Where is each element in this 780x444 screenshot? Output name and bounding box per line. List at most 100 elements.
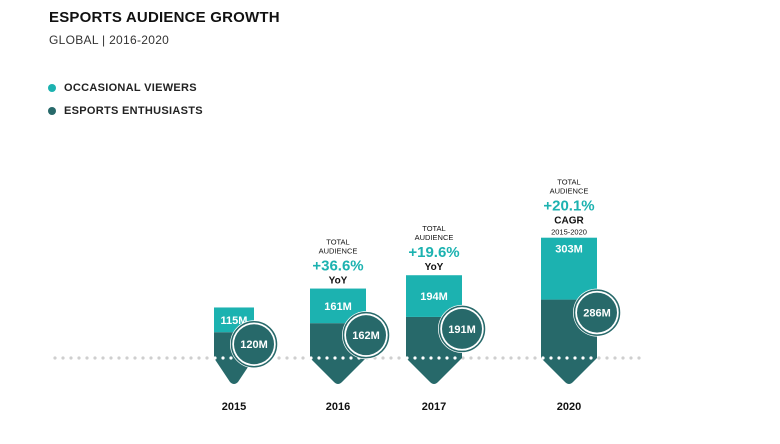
baseline-dot <box>109 356 113 360</box>
legend-swatch-occasional <box>48 83 56 92</box>
badge-2016 <box>346 315 386 356</box>
annotation-period-2020: 2015-2020 <box>551 228 587 237</box>
baseline-dot-on-bar <box>325 356 329 360</box>
badge-ring-2016 <box>342 311 390 359</box>
baseline-dot-on-bar <box>349 356 353 360</box>
legend-label-enthusiasts: ESPORTS ENTHUSIASTS <box>64 104 203 117</box>
baseline-dot-on-bar <box>333 356 337 360</box>
baseline-dot <box>613 356 617 360</box>
baseline-dot <box>477 356 481 360</box>
annotation-line2-2017: AUDIENCE <box>415 233 454 242</box>
x-tick-2017: 2017 <box>422 401 446 413</box>
baseline-dot <box>165 356 169 360</box>
baseline-dot <box>125 356 129 360</box>
baseline-dot <box>173 356 177 360</box>
baseline-dot <box>469 356 473 360</box>
badge-2020 <box>577 292 617 333</box>
baseline-dot <box>117 356 121 360</box>
annotation-line1-2020: TOTAL <box>557 178 580 187</box>
baseline-dot <box>141 356 145 360</box>
legend-item-enthusiasts: ESPORTS ENTHUSIASTS <box>48 99 203 122</box>
baseline-dot <box>101 356 105 360</box>
baseline-dot <box>637 356 641 360</box>
baseline-dot-on-bar <box>309 356 313 360</box>
baseline-dot <box>181 356 185 360</box>
baseline-dot-on-bar <box>557 356 561 360</box>
baseline-dot <box>629 356 633 360</box>
baseline-dot <box>509 356 513 360</box>
chart-subtitle: GLOBAL | 2016-2020 <box>49 33 170 47</box>
baseline-dot <box>277 356 281 360</box>
baseline-dot-on-bar <box>421 356 425 360</box>
baseline-dot <box>389 356 393 360</box>
baseline-dot <box>493 356 497 360</box>
baseline-dot <box>133 356 137 360</box>
bar-occasional-2020 <box>541 237 597 300</box>
bar-label-occasional-2020: 303M <box>555 244 583 256</box>
legend: OCCASIONAL VIEWERS ESPORTS ENTHUSIASTS <box>48 76 203 122</box>
legend-swatch-enthusiasts <box>48 106 56 115</box>
baseline-dot-on-bar <box>437 356 441 360</box>
baseline-dot <box>197 356 201 360</box>
bar-label-enthusiasts-2015: 120M <box>240 339 268 351</box>
badge-ring-2015 <box>230 320 278 368</box>
baseline-dot <box>381 356 385 360</box>
annotation-value-2017: +19.6% <box>408 244 459 261</box>
baseline-dot-on-bar <box>549 356 553 360</box>
baseline-dot <box>461 356 465 360</box>
baseline-dot-on-bar <box>445 356 449 360</box>
baseline-dot-on-bar <box>565 356 569 360</box>
baseline-dot <box>69 356 73 360</box>
x-tick-2016: 2016 <box>326 401 350 413</box>
baseline-dot <box>53 356 57 360</box>
baseline-dot <box>525 356 529 360</box>
annotation-line1-2016: TOTAL <box>326 238 349 247</box>
baseline-dot <box>85 356 89 360</box>
baseline-dot <box>621 356 625 360</box>
baseline-dot-on-bar <box>213 356 217 360</box>
legend-label-occasional: OCCASIONAL VIEWERS <box>64 81 197 94</box>
annotation-line1-2017: TOTAL <box>422 224 445 233</box>
bar-label-enthusiasts-2017: 191M <box>448 324 476 336</box>
bar-label-occasional-2016: 161M <box>324 301 352 313</box>
baseline-dot <box>285 356 289 360</box>
baseline-dot-on-bar <box>229 356 233 360</box>
bar-arrow-2020 <box>541 358 597 384</box>
baseline-dot-on-bar <box>413 356 417 360</box>
baseline-dot-on-bar <box>581 356 585 360</box>
baseline-dot-on-bar <box>405 356 409 360</box>
baseline-dot <box>77 356 81 360</box>
baseline-dot <box>501 356 505 360</box>
bar-label-occasional-2017: 194M <box>420 291 448 303</box>
baseline-dot <box>605 356 609 360</box>
legend-item-occasional: OCCASIONAL VIEWERS <box>48 76 203 99</box>
baseline-dot <box>533 356 537 360</box>
baseline-dot <box>149 356 153 360</box>
baseline-dot <box>597 356 601 360</box>
baseline-dot <box>157 356 161 360</box>
bar-arrow-2017 <box>406 358 462 384</box>
annotation-line2-2016: AUDIENCE <box>319 247 358 256</box>
baseline-dot <box>205 356 209 360</box>
bar-label-enthusiasts-2016: 162M <box>352 330 380 342</box>
badge-ring-2020 <box>573 289 621 336</box>
baseline-dot <box>517 356 521 360</box>
annotation-metric-2017: YoY <box>425 262 444 273</box>
baseline-dot-on-bar <box>453 356 457 360</box>
baseline-dot <box>485 356 489 360</box>
annotation-line2-2020: AUDIENCE <box>550 187 589 196</box>
baseline-dot <box>293 356 297 360</box>
baseline-dot <box>397 356 401 360</box>
badge-2015 <box>234 324 274 365</box>
annotation-value-2016: +36.6% <box>312 258 363 275</box>
baseline-dot-on-bar <box>573 356 577 360</box>
bar-arrow-2016 <box>310 358 366 384</box>
baseline-dot <box>93 356 97 360</box>
x-tick-2020: 2020 <box>557 401 581 413</box>
baseline-dot <box>189 356 193 360</box>
baseline-dot-on-bar <box>589 356 593 360</box>
baseline-dot-on-bar <box>317 356 321 360</box>
badge-2017 <box>442 308 482 349</box>
annotation-value-2020: +20.1% <box>543 198 594 215</box>
